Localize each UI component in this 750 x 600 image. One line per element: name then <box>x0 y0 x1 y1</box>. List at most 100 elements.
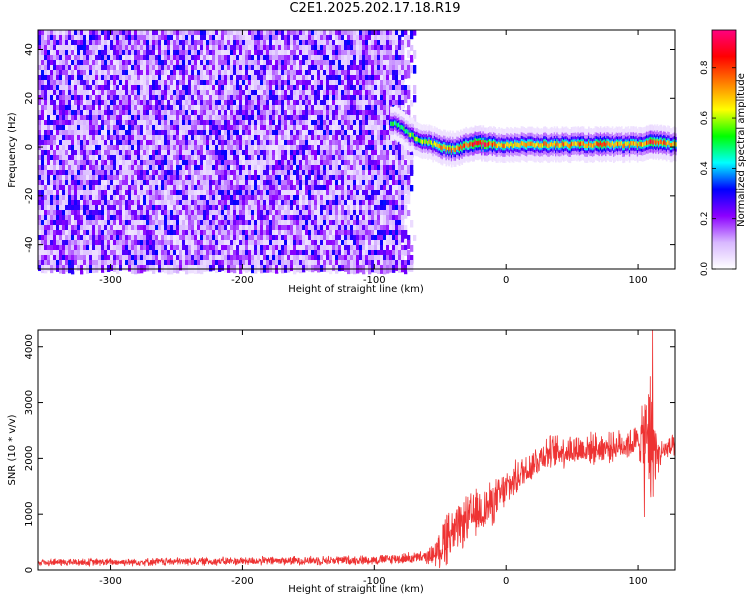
heatmap-cell <box>50 110 54 117</box>
heatmap-cell <box>110 45 114 53</box>
heatmap-cell <box>251 200 255 210</box>
heatmap-cell <box>146 75 150 83</box>
heatmap-cell <box>218 180 222 187</box>
heatmap-cell <box>230 255 234 263</box>
heatmap-cell <box>131 225 135 234</box>
heatmap-cell <box>344 190 348 198</box>
heatmap-cell <box>248 235 252 242</box>
heatmap-cell <box>59 50 63 57</box>
heatmap-cell <box>116 245 120 253</box>
heatmap-cell <box>287 60 291 68</box>
heatmap-cell <box>41 190 45 199</box>
heatmap-cell <box>233 155 237 163</box>
heatmap-cell <box>83 80 87 86</box>
heatmap-cell <box>302 140 306 149</box>
heatmap-cell <box>92 95 96 103</box>
heatmap-cell <box>206 170 210 180</box>
heatmap-cell <box>149 195 153 201</box>
heatmap-cell <box>257 230 261 237</box>
heatmap-cell <box>158 260 162 269</box>
heatmap-cell <box>53 145 57 152</box>
heatmap-cell <box>146 40 150 49</box>
heatmap-cell <box>155 95 159 104</box>
heatmap-cell <box>119 30 123 36</box>
heatmap-cell <box>227 55 231 61</box>
heatmap-cell <box>215 160 219 169</box>
heatmap-cell <box>71 165 75 173</box>
heatmap-cell <box>107 70 111 77</box>
heatmap-cell <box>74 225 78 232</box>
heatmap-cell <box>89 60 93 70</box>
heatmap-cell <box>143 110 147 117</box>
heatmap-cell <box>239 65 243 74</box>
heatmap-cell <box>191 250 195 258</box>
heatmap-cell <box>80 260 84 266</box>
heatmap-cell <box>41 55 45 65</box>
heatmap-cell <box>89 65 93 73</box>
heatmap-cell <box>71 65 75 75</box>
heatmap-cell <box>305 180 309 187</box>
heatmap-cell <box>221 35 225 44</box>
heatmap-cell <box>77 260 81 270</box>
heatmap-cell <box>326 115 330 124</box>
heatmap-cell <box>287 55 291 63</box>
heatmap-cell <box>203 30 207 39</box>
heatmap-cell <box>59 230 63 237</box>
heatmap-cell <box>278 195 282 204</box>
heatmap-cell <box>344 235 348 243</box>
heatmap-cell <box>269 245 273 255</box>
heatmap-cell <box>68 200 72 210</box>
heatmap-cell <box>65 235 69 242</box>
heatmap-cell <box>326 100 330 107</box>
heatmap-cell <box>164 60 168 67</box>
heatmap-cell <box>242 205 246 213</box>
heatmap-cell <box>110 220 114 226</box>
heatmap-cell <box>41 210 45 218</box>
heatmap-cell <box>236 210 240 217</box>
heatmap-cell <box>194 115 198 121</box>
heatmap-cell <box>275 150 279 159</box>
heatmap-cell <box>206 35 210 43</box>
heatmap-cell <box>287 110 291 117</box>
heatmap-cell <box>254 70 258 76</box>
heatmap-cell <box>47 115 51 124</box>
heatmap-cell <box>50 85 54 92</box>
heatmap-cell <box>173 150 177 159</box>
heatmap-cell <box>347 140 351 150</box>
heatmap-cell <box>119 230 123 240</box>
heatmap-cell <box>173 80 177 89</box>
heatmap-cell <box>269 60 273 69</box>
heatmap-cell <box>161 205 165 212</box>
heatmap-cell <box>38 205 42 212</box>
heatmap-cell <box>311 130 315 138</box>
heatmap-cell <box>338 200 342 208</box>
heatmap-cell <box>197 35 201 41</box>
heatmap-cell <box>110 100 114 109</box>
heatmap-cell <box>116 145 120 151</box>
heatmap-cell <box>323 225 327 234</box>
heatmap-cell <box>305 190 309 197</box>
heatmap-cell <box>254 90 258 97</box>
heatmap-cell <box>44 190 48 198</box>
heatmap-cell <box>200 185 204 194</box>
heatmap-cell <box>188 255 192 261</box>
heatmap-cell <box>236 255 240 264</box>
heatmap-cell <box>260 250 264 260</box>
heatmap-cell <box>74 215 78 223</box>
heatmap-cell <box>311 105 315 113</box>
heatmap-cell <box>146 150 150 158</box>
heatmap-cell <box>272 40 276 48</box>
heatmap-cell <box>344 155 348 161</box>
heatmap-cell <box>218 105 222 114</box>
heatmap-cell <box>176 85 180 94</box>
heatmap-cell <box>65 210 69 219</box>
heatmap-cell <box>167 120 171 127</box>
heatmap-cell <box>149 225 153 234</box>
heatmap-cell <box>128 230 132 238</box>
heatmap-cell <box>233 35 237 42</box>
heatmap-cell <box>284 65 288 72</box>
heatmap-cell <box>311 70 315 79</box>
heatmap-cell <box>65 255 69 262</box>
heatmap-cell <box>143 55 147 64</box>
heatmap-cell <box>296 85 300 93</box>
